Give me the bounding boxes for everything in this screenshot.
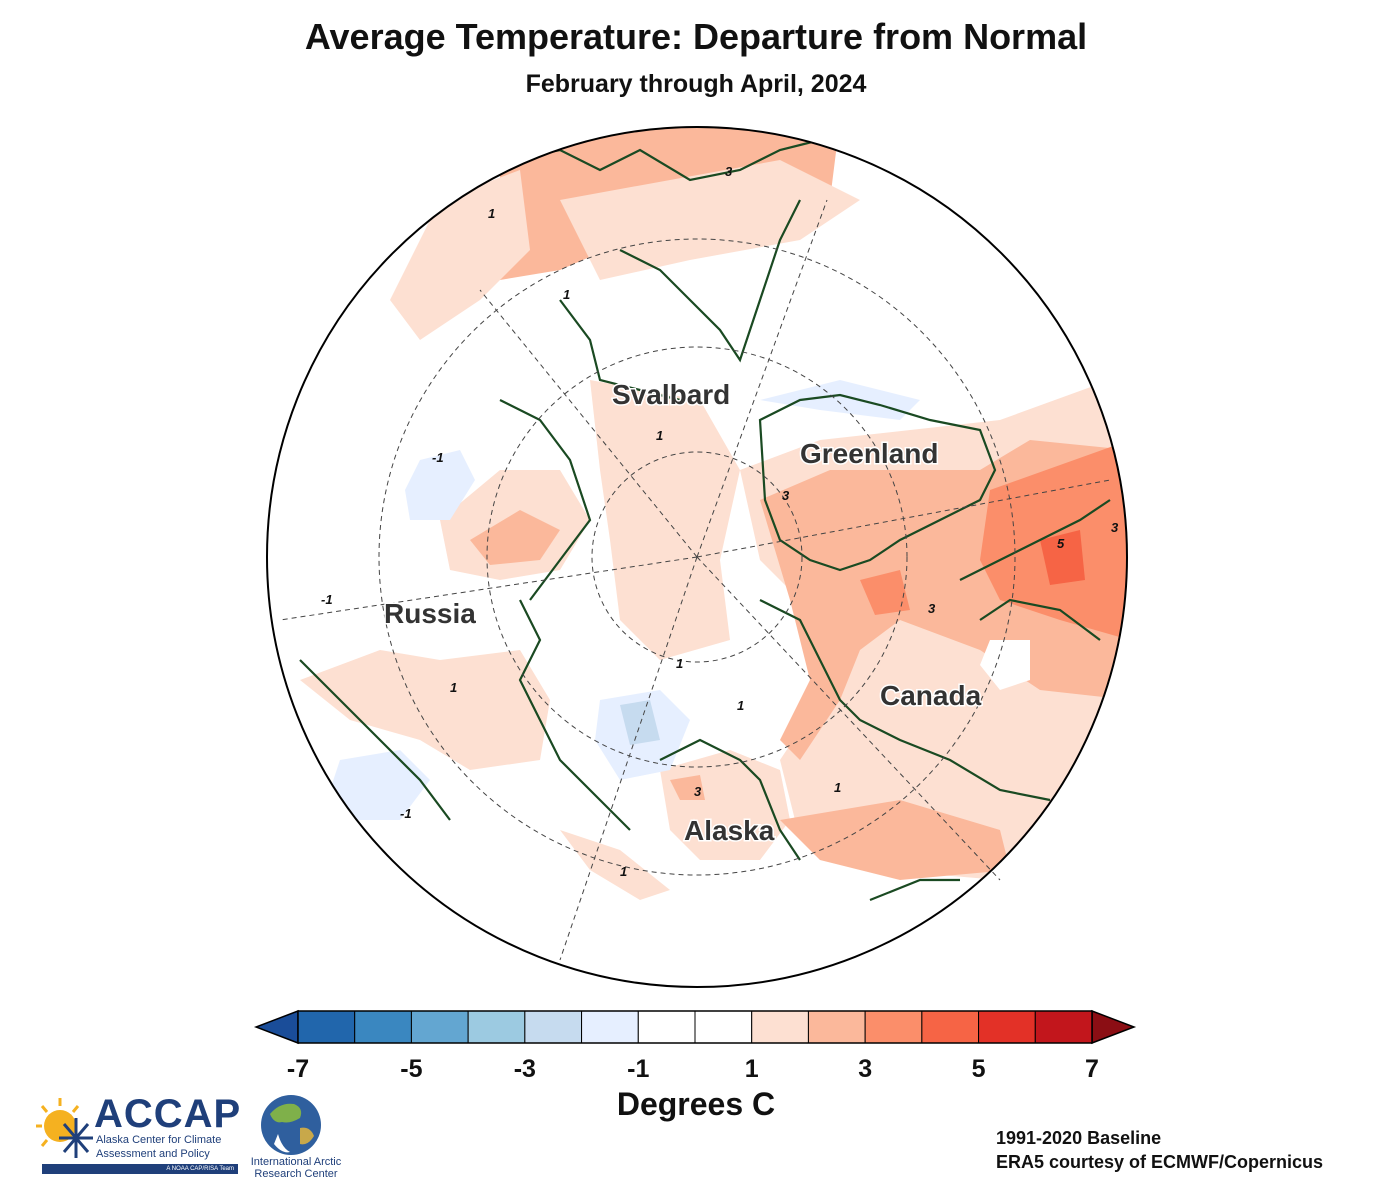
warm-region-alaska-core bbox=[670, 775, 705, 800]
sun-snowflake-icon bbox=[36, 1098, 93, 1158]
contour-label: 1 bbox=[620, 864, 627, 879]
colorbar-cell bbox=[467, 1010, 526, 1044]
contour-label: -1 bbox=[432, 450, 444, 465]
colorbar-frame bbox=[297, 1010, 1093, 1044]
cool-region-bering-core bbox=[620, 700, 660, 745]
warm-region-archipelago bbox=[860, 570, 910, 615]
warm-region-arctic-ocean bbox=[590, 380, 740, 660]
contour-label: 3 bbox=[928, 601, 936, 616]
warm-region-siberia bbox=[300, 650, 550, 770]
colorbar-cell bbox=[864, 1010, 923, 1044]
cool-region-okhotsk bbox=[330, 750, 430, 820]
colorbar-label: Degrees C bbox=[616, 1086, 776, 1122]
meridian-5 bbox=[696, 556, 1001, 881]
coastlines bbox=[299, 138, 1111, 902]
accap-line2: Assessment and Policy bbox=[96, 1148, 210, 1160]
contour-label: 1 bbox=[737, 698, 744, 713]
contour-label: 5 bbox=[1057, 536, 1065, 551]
cool-region-siberia-west bbox=[405, 450, 475, 520]
source-note: ERA5 courtesy of ECMWF/Copernicus bbox=[996, 1152, 1324, 1172]
anomaly-field bbox=[267, 127, 1127, 987]
contour-label: 1 bbox=[656, 428, 663, 443]
map-subtitle: February through April, 2024 bbox=[525, 70, 867, 98]
globe-icon bbox=[261, 1095, 321, 1155]
contour-label: -1 bbox=[321, 592, 333, 607]
iarc-line1: International Arctic bbox=[250, 1156, 342, 1168]
warm-region-kamchatka bbox=[560, 830, 670, 900]
colorbar-cell bbox=[694, 1010, 753, 1044]
map-frame bbox=[266, 126, 1128, 988]
contour-label: 3 bbox=[694, 784, 702, 799]
label-alaska: Alaska bbox=[684, 815, 775, 846]
latitude-circle-60 bbox=[378, 238, 1016, 876]
accap-logo: ACCAP Alaska Center for Climate Assessme… bbox=[32, 1092, 242, 1176]
warm-region-russia-core bbox=[470, 510, 560, 565]
iarc-name: International Arctic Research Center bbox=[246, 1156, 346, 1180]
graticule bbox=[279, 199, 1111, 961]
accap-line1: Alaska Center for Climate bbox=[96, 1134, 222, 1146]
label-greenland: Greenland bbox=[800, 438, 938, 469]
colorbar-tick-label: -3 bbox=[514, 1055, 536, 1083]
latitude-circle-70 bbox=[486, 346, 908, 768]
iarc-line2: Research Center bbox=[254, 1168, 338, 1180]
colorbar-tick-label: -7 bbox=[287, 1055, 309, 1083]
contour-label: 3 bbox=[1111, 520, 1119, 535]
accap-bar: A NOAA CAP/RISA Team bbox=[42, 1164, 238, 1174]
meridian-6 bbox=[696, 479, 1111, 558]
contour-label: 1 bbox=[450, 680, 457, 695]
colorbar-cell bbox=[354, 1010, 412, 1044]
colorbar-tick-label: -1 bbox=[627, 1055, 649, 1083]
map-title: Average Temperature: Departure from Norm… bbox=[304, 16, 1088, 57]
warm-region-north-sea bbox=[560, 160, 860, 280]
colorbar-tick-label: 3 bbox=[858, 1055, 872, 1083]
contour-label: 3 bbox=[725, 164, 733, 179]
colorbar-cell bbox=[1034, 1010, 1093, 1044]
colorbar-cell bbox=[751, 1010, 809, 1044]
meridian-3 bbox=[279, 556, 698, 621]
meridian-1 bbox=[696, 199, 828, 558]
colorbar-arrow-low bbox=[253, 1009, 299, 1045]
label-canada: Canada bbox=[880, 680, 982, 711]
colorbar-tick-label: 1 bbox=[745, 1055, 759, 1083]
contour-label: -1 bbox=[400, 806, 412, 821]
contour-label: 3 bbox=[782, 488, 790, 503]
colorbar-cell bbox=[410, 1010, 469, 1044]
cool-region-greenland-east bbox=[760, 380, 920, 420]
baseline-note: 1991-2020 Baseline bbox=[996, 1128, 1162, 1148]
contour-label: 1 bbox=[488, 206, 495, 221]
colorbar-cell bbox=[581, 1010, 639, 1044]
colorbar-cell bbox=[978, 1010, 1036, 1044]
contour-label: 1 bbox=[834, 780, 841, 795]
colorbar-cell bbox=[524, 1010, 583, 1044]
label-svalbard: Svalbard bbox=[612, 379, 730, 410]
iarc-logo: International Arctic Research Center bbox=[246, 1094, 346, 1184]
warm-region-scandinavia bbox=[390, 170, 530, 340]
contour-label: 1 bbox=[563, 287, 570, 302]
colorbar-cell bbox=[297, 1010, 356, 1044]
contour-label: 1 bbox=[676, 656, 683, 671]
warm-region-hudson-core bbox=[1040, 530, 1085, 585]
colorbar-tick-label: 7 bbox=[1085, 1055, 1099, 1083]
colorbar-tick-label: 5 bbox=[972, 1055, 986, 1083]
colorbar-cell bbox=[921, 1010, 980, 1044]
warm-region-canada-west bbox=[780, 800, 1010, 880]
neutral-patch bbox=[980, 640, 1030, 690]
colorbar-arrow-high bbox=[1091, 1009, 1137, 1045]
colorbar-tick-label: -5 bbox=[400, 1055, 422, 1083]
credits: 1991-2020 Baseline ERA5 courtesy of ECMW… bbox=[996, 1126, 1323, 1174]
accap-name: ACCAP bbox=[94, 1092, 242, 1136]
meridian-4 bbox=[559, 556, 698, 961]
meridian-2 bbox=[479, 289, 698, 558]
colorbar: -7 -5 -3 -1 1 3 5 7 bbox=[253, 1009, 1137, 1083]
latitude-circle-80 bbox=[591, 451, 803, 663]
label-russia: Russia bbox=[384, 598, 476, 629]
colorbar-cell bbox=[637, 1010, 696, 1044]
colorbar-cell bbox=[807, 1010, 866, 1044]
